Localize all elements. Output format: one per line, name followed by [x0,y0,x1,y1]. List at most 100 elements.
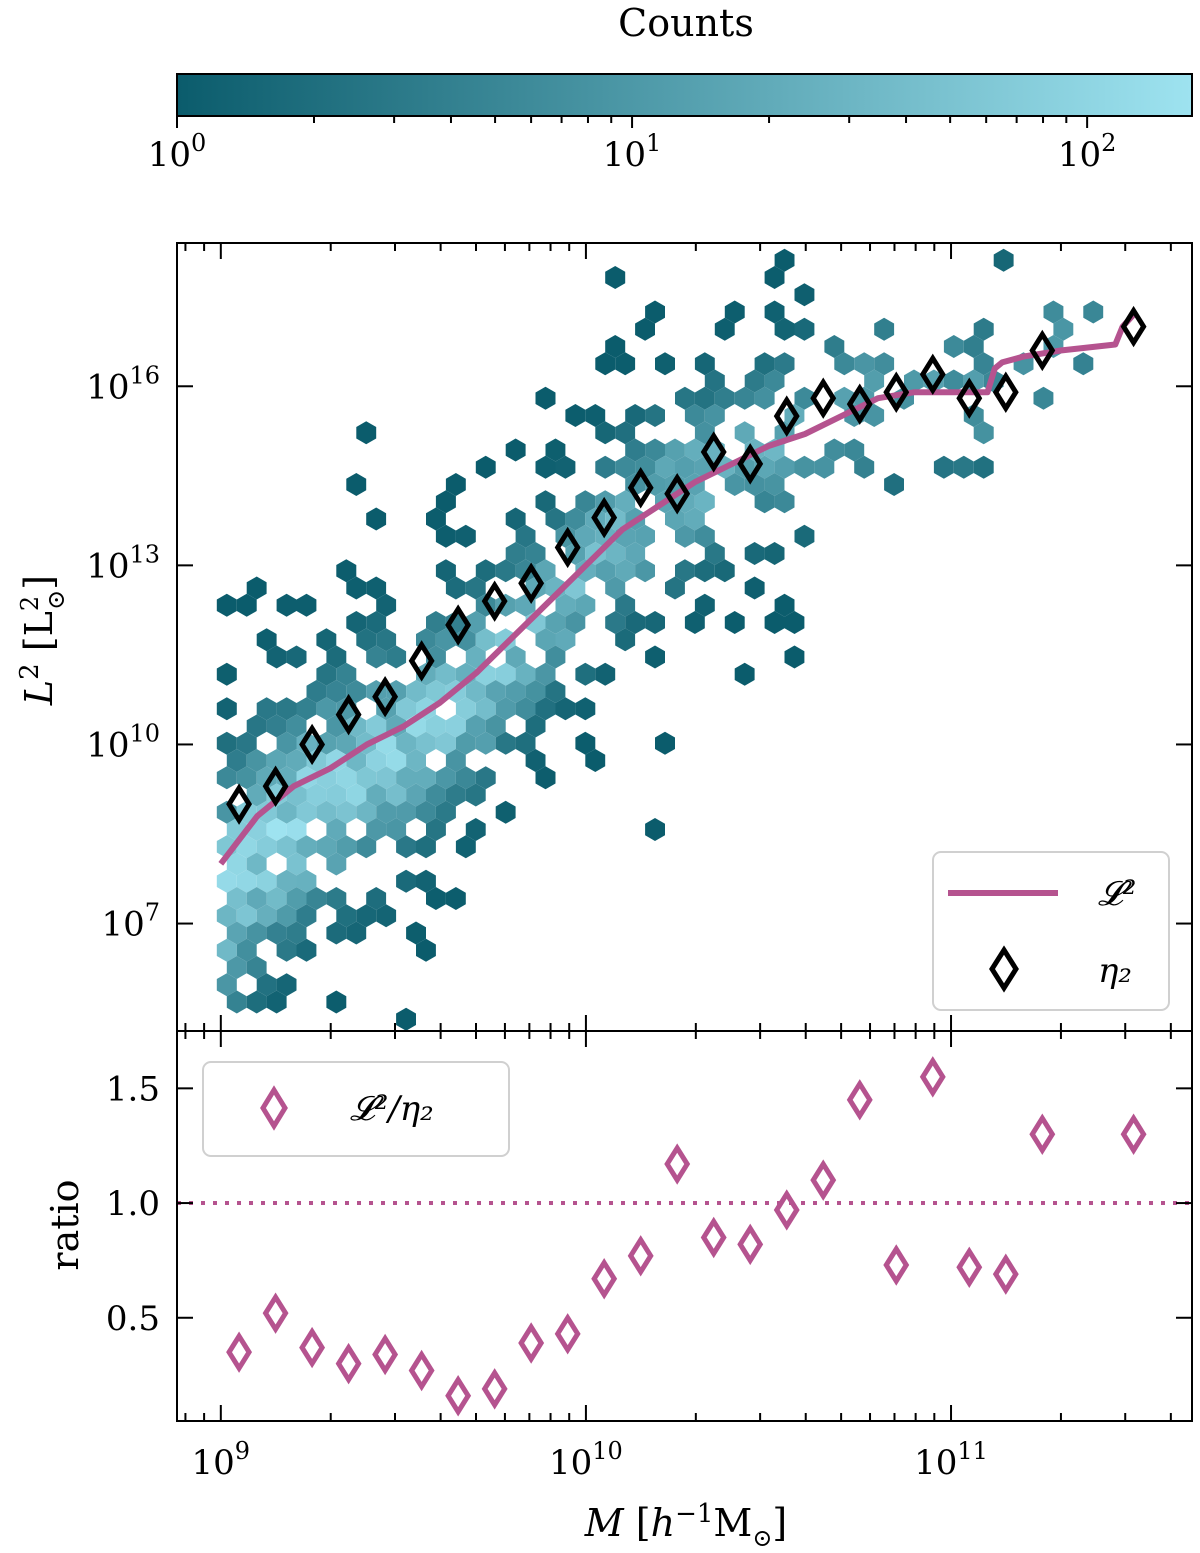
hexbin-cell [694,352,715,376]
hexbin-cell [714,317,735,341]
hexbin-cell [226,852,247,876]
hexbin-cell [535,559,556,583]
hexbin-cell [754,352,775,376]
hexbin-cell [216,973,237,997]
hexbin-cell [625,438,646,462]
hexbin-cell [874,352,895,376]
hexbin-cell [585,749,606,772]
hexbin-cell [684,438,705,462]
ytick-exp: 16 [129,361,160,389]
hexbin-cell [1073,352,1094,376]
hexbin-cell [874,317,895,341]
hexbin-cell [426,818,446,841]
hexbin-cell [495,662,516,686]
ratio-legend-box [202,1061,510,1157]
hexbin-cell [336,766,357,790]
hexbin-cell [455,835,476,859]
hexbin-cell [366,818,387,841]
ytick-label: 1010 [86,719,160,765]
hexbin-cell [555,593,576,617]
hexbin-cell [266,818,287,841]
hexbin-cell [366,749,387,772]
hexbin-cell [545,507,566,531]
hexbin-cell [286,852,307,876]
hexbin-cell [426,783,446,807]
hexbin-cell [286,818,307,841]
hexbin-cell [704,404,725,427]
eta2-point [919,353,946,396]
hexbin-cell [356,421,377,445]
hexbin-cell [256,628,277,652]
hexbin-cell [286,714,307,738]
hexbin-cell [455,524,476,548]
hexbin-cell [495,800,516,824]
hexbin-cell [426,611,446,634]
eta2-point [226,783,253,825]
hexbin-cell [774,490,795,514]
hexbin-cell [256,869,277,893]
hexbin-cell [933,455,954,479]
hexbin-cell [416,800,436,824]
svg-text:L2 [L2⊙]: L2 [L2⊙] [15,575,70,706]
hexbin-cell [973,317,994,341]
hexbin-cell [366,887,387,910]
hexbin-cell [694,386,715,410]
legend-ratio-swatch [260,1085,288,1131]
hexbin-cell [645,438,665,462]
colorbar [176,73,1193,117]
colorbar-ticks [176,116,1089,128]
hexbin-cell [675,559,695,583]
hexbin-cell [465,611,486,634]
hexbin-cell [565,404,586,427]
hexbin-cell [346,611,367,634]
hexbin-cell [714,559,735,583]
xtick-label: 109 [192,1437,251,1483]
hexbin-cell [744,576,765,600]
hexbin-cell [525,680,546,703]
hexbin-cell [366,783,387,807]
hexbin-cell [465,576,486,600]
hexbin-cell [575,524,596,548]
hexbin-cell [744,542,765,565]
hexbin-cell [794,386,815,410]
hexbin-cell [884,473,904,496]
hexbin-cell [406,783,426,807]
hexbin-cell [216,938,237,962]
hexbin-cell [515,731,536,755]
hexbin-cell [336,559,357,583]
hexbin-cell [396,869,416,893]
eta2-point [554,526,581,569]
ratio-point [372,1333,399,1376]
hexbin-cell [246,783,267,807]
hexbin-cell [774,317,795,341]
hexbin-cell [286,887,307,910]
ratio-ytick-label: 0.5 [106,1299,160,1339]
legend-eta2-label: η₂ [1098,951,1132,991]
hexbin-density [216,248,1104,1031]
hexbin-cell [226,887,247,910]
hexbin-cell [306,887,327,910]
hexbin-cell [505,645,526,669]
hexbin-cell [794,524,815,548]
hexbin-cell [744,369,765,393]
hexbin-cell [296,835,317,859]
svg-text:1011: 1011 [914,1437,988,1483]
hexbin-cell [625,542,646,565]
hexbin-cell [326,921,347,945]
hexbin-cell [316,697,337,721]
ratio-point [627,1235,654,1277]
hexbin-cell [684,611,705,634]
hexbin-cell [575,490,596,514]
hexbin-cell [465,783,486,807]
hexbin-cell [655,731,675,755]
hexbin-cell [445,887,466,910]
hexbin-cell [794,455,815,479]
hexbin-cell [824,335,845,358]
hexbin-cell [416,938,436,962]
hexbin-cell [276,869,297,893]
hexbin-cell [286,749,307,772]
ytick-base: 10 [86,367,129,407]
colorbar-tick-exp: 2 [1101,129,1116,157]
hexbin-cell [246,576,267,600]
hexbin-cell [236,731,257,755]
